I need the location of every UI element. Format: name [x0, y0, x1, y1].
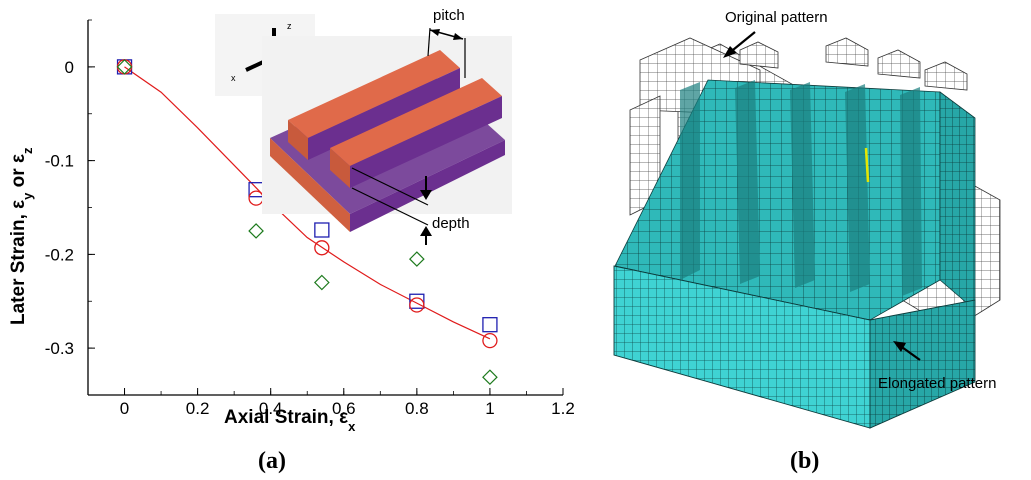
diamond-marker [248, 223, 264, 239]
z-axis-label: z [287, 21, 292, 31]
x-tick-label: 1 [485, 399, 494, 418]
depth-arrow-top [420, 190, 432, 200]
elongated-side-face [869, 299, 976, 429]
tick-marks [87, 19, 564, 396]
square-marker [248, 182, 264, 198]
square-marker [409, 293, 425, 309]
x-tick-label: 1.2 [551, 399, 575, 418]
x-tick-label: 0.6 [332, 399, 356, 418]
square-marker [482, 317, 498, 333]
depth-arrow-bottom [420, 226, 432, 236]
fit-curve [124, 66, 491, 340]
grating-inset: pitch depth [262, 7, 512, 245]
x-tick-label: 0 [120, 399, 129, 418]
panel-b-caption: (b) [790, 448, 819, 474]
y-tick-labels: 0 -0.1 -0.2 -0.3 [45, 58, 74, 358]
grating-ridge-1 [288, 50, 460, 138]
circle-marker [248, 190, 264, 206]
circle-marker [314, 240, 330, 256]
square-marker [314, 222, 330, 238]
y-tick-label: 0 [65, 58, 74, 77]
x-tick-label: 0.8 [405, 399, 429, 418]
y-tick-label: -0.3 [45, 339, 74, 358]
coord-marker [864, 147, 870, 183]
x-tick-label: 0.4 [259, 399, 283, 418]
x-tick-label: 0.2 [186, 399, 210, 418]
elongated-pattern-mesh [613, 79, 976, 429]
depth-label: depth [432, 215, 470, 232]
grating-ridge-2 [330, 78, 502, 166]
y-axis-label: Later Strain, εy or εz [8, 147, 35, 325]
y-tick-label: -0.1 [45, 152, 74, 171]
circle-marker [482, 332, 498, 349]
original-pattern-label: Original pattern [725, 9, 828, 26]
y-tick-label: -0.2 [45, 245, 74, 264]
diamond-marker [116, 59, 133, 75]
pitch-label: pitch [433, 7, 465, 24]
mesh-panel: Original pattern Elongated pattern [613, 9, 1001, 429]
panel-a-caption: (a) [258, 448, 286, 474]
plot-area: 0 0.2 0.4 0.6 0.8 1 1.2 0 -0.1 -0.2 -0.3 Axial St… [8, 19, 575, 434]
grating-base-side [350, 140, 505, 232]
circle-marker [409, 297, 425, 313]
x-axis-label: Axial Strain, εx [224, 407, 356, 434]
diamond-marker [313, 274, 330, 291]
x-axis-label-inset: x [231, 73, 236, 83]
diamond-marker [482, 369, 498, 386]
diamond-marker [408, 251, 425, 267]
grating-base-front [270, 138, 350, 232]
x-tick-labels: 0 0.2 0.4 0.6 0.8 1 1.2 [120, 399, 575, 418]
elongated-pattern-label: Elongated pattern [878, 375, 996, 392]
